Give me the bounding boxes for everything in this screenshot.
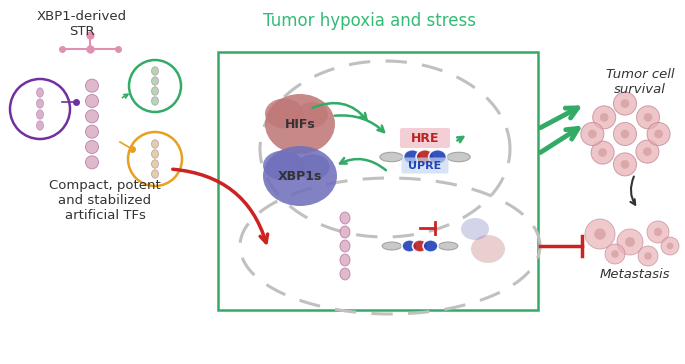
Ellipse shape xyxy=(402,240,417,252)
Circle shape xyxy=(591,141,614,164)
Circle shape xyxy=(653,228,662,236)
Circle shape xyxy=(654,130,663,138)
Circle shape xyxy=(593,106,616,129)
Ellipse shape xyxy=(86,125,99,138)
Circle shape xyxy=(647,122,670,146)
Text: HRE: HRE xyxy=(411,131,439,145)
Ellipse shape xyxy=(151,77,158,85)
Ellipse shape xyxy=(429,150,447,165)
Ellipse shape xyxy=(265,99,303,128)
Ellipse shape xyxy=(151,160,158,168)
FancyBboxPatch shape xyxy=(400,128,450,148)
Circle shape xyxy=(588,130,597,138)
Ellipse shape xyxy=(403,150,421,165)
Circle shape xyxy=(617,229,643,255)
Ellipse shape xyxy=(423,240,438,252)
Circle shape xyxy=(581,122,604,146)
Text: Tumor cell
survival: Tumor cell survival xyxy=(606,68,674,96)
Text: HIFs: HIFs xyxy=(285,118,315,131)
Text: XBP1s: XBP1s xyxy=(278,170,322,182)
Circle shape xyxy=(621,160,630,169)
Circle shape xyxy=(611,250,619,258)
Ellipse shape xyxy=(151,170,158,178)
Circle shape xyxy=(636,106,660,129)
Ellipse shape xyxy=(36,88,44,97)
Circle shape xyxy=(614,122,636,146)
Ellipse shape xyxy=(151,150,158,158)
Ellipse shape xyxy=(36,110,44,119)
Circle shape xyxy=(644,252,652,260)
Ellipse shape xyxy=(380,152,403,162)
Ellipse shape xyxy=(461,218,489,240)
Ellipse shape xyxy=(86,79,99,92)
Circle shape xyxy=(621,99,630,108)
Ellipse shape xyxy=(340,226,350,238)
Circle shape xyxy=(625,237,635,247)
Ellipse shape xyxy=(340,212,350,224)
Circle shape xyxy=(598,148,607,157)
Circle shape xyxy=(614,92,636,115)
Ellipse shape xyxy=(151,140,158,148)
Circle shape xyxy=(636,140,659,163)
Ellipse shape xyxy=(438,242,458,250)
Ellipse shape xyxy=(151,87,158,95)
Ellipse shape xyxy=(416,150,434,165)
Ellipse shape xyxy=(36,121,44,130)
Ellipse shape xyxy=(151,97,158,105)
Text: Metastasis: Metastasis xyxy=(600,268,670,281)
Ellipse shape xyxy=(340,240,350,252)
Circle shape xyxy=(638,246,658,266)
Ellipse shape xyxy=(340,268,350,280)
Text: Tumor hypoxia and stress: Tumor hypoxia and stress xyxy=(264,12,477,30)
Ellipse shape xyxy=(86,156,99,169)
Ellipse shape xyxy=(382,242,401,250)
Ellipse shape xyxy=(447,152,470,162)
Circle shape xyxy=(647,221,669,243)
Ellipse shape xyxy=(297,154,329,180)
Ellipse shape xyxy=(471,235,505,263)
Text: UPRE: UPRE xyxy=(408,161,442,171)
Ellipse shape xyxy=(151,67,158,75)
Ellipse shape xyxy=(263,146,337,206)
Circle shape xyxy=(595,228,606,240)
Circle shape xyxy=(643,147,652,156)
Circle shape xyxy=(605,244,625,264)
Ellipse shape xyxy=(36,99,44,108)
Ellipse shape xyxy=(263,150,303,181)
FancyBboxPatch shape xyxy=(401,158,449,174)
Ellipse shape xyxy=(86,110,99,123)
Text: XBP1-derived
STR: XBP1-derived STR xyxy=(37,10,127,38)
Circle shape xyxy=(614,153,636,176)
Circle shape xyxy=(667,242,673,249)
Circle shape xyxy=(661,237,679,255)
Circle shape xyxy=(621,130,630,138)
Circle shape xyxy=(644,113,652,122)
Ellipse shape xyxy=(86,95,99,107)
Circle shape xyxy=(585,219,615,249)
Ellipse shape xyxy=(265,94,335,154)
Ellipse shape xyxy=(297,102,328,128)
Circle shape xyxy=(600,113,608,122)
Ellipse shape xyxy=(86,141,99,154)
Ellipse shape xyxy=(340,254,350,266)
Ellipse shape xyxy=(412,240,427,252)
Text: Compact, potent
and stabilized
artificial TFs: Compact, potent and stabilized artificia… xyxy=(49,179,161,222)
